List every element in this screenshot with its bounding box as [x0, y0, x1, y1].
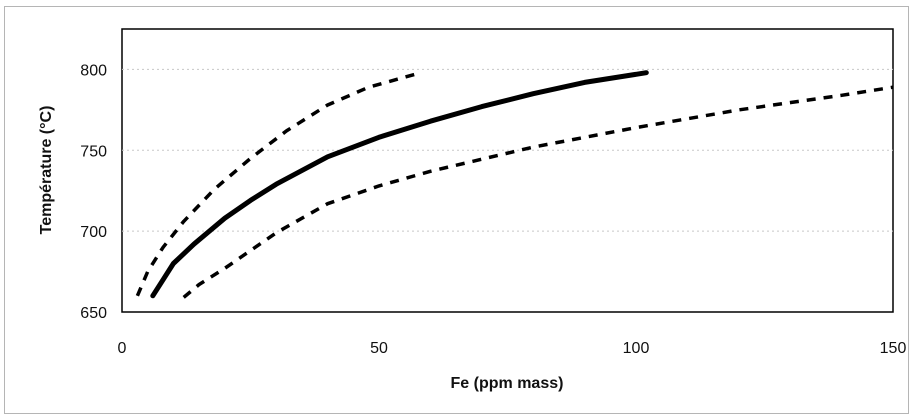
- x-axis-title: Fe (ppm mass): [451, 375, 564, 392]
- chart-frame: [4, 6, 909, 414]
- y-tick-label: 800: [80, 62, 107, 79]
- y-tick-labels: 650 700 750 800: [80, 62, 107, 322]
- x-tick-label: 50: [370, 340, 388, 357]
- x-tick-labels: 0 50 100 150: [118, 340, 907, 357]
- y-axis-title: Température (°C): [38, 106, 55, 235]
- series-line-1-solid: [150, 70, 649, 299]
- x-tick-label: 100: [623, 340, 650, 357]
- x-tick-label: 150: [880, 340, 907, 357]
- series-group: [135, 70, 894, 299]
- y-tick-label: 700: [80, 224, 107, 241]
- plot-area: [121, 28, 894, 313]
- series-line-3-dashed: [182, 85, 894, 299]
- y-tick-label: 650: [80, 305, 107, 322]
- y-tick-label: 750: [80, 143, 107, 160]
- gridlines: [122, 68, 893, 232]
- series-line-2-dashed: [135, 72, 416, 297]
- x-tick-label: 0: [118, 340, 127, 357]
